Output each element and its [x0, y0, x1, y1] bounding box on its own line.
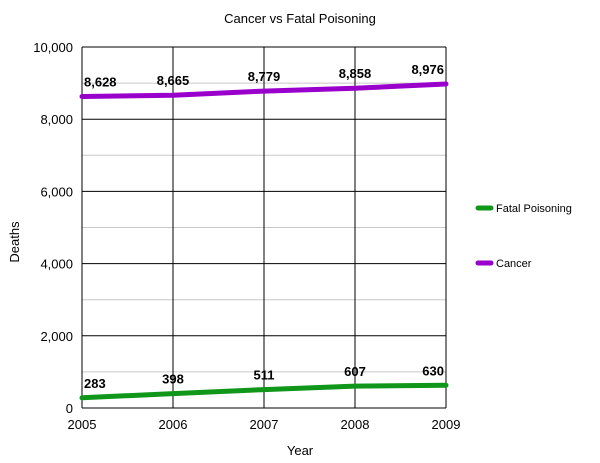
legend-entry: Fatal Poisoning [496, 203, 572, 215]
data-label: 8,628 [84, 75, 117, 90]
data-label: 8,858 [339, 66, 372, 81]
x-tick-label: 2007 [250, 417, 279, 432]
x-tick-label: 2009 [432, 417, 461, 432]
y-tick-label: 0 [66, 401, 73, 416]
data-label: 8,665 [157, 73, 190, 88]
grid [81, 46, 447, 409]
y-tick-label: 6,000 [40, 184, 73, 199]
data-labels: 283 398 511 607 630 8,628 8,665 8,779 8,858 8,976 [84, 62, 444, 391]
data-label: 511 [254, 368, 275, 383]
y-axis-label: Deaths [7, 221, 22, 263]
x-tick-label: 2006 [159, 417, 188, 432]
y-tick-label: 4,000 [40, 257, 73, 272]
series-line-cancer [79, 81, 449, 99]
series-line-fatal-poisoning [79, 382, 449, 401]
data-label: 607 [344, 364, 366, 379]
x-axis-label: Year [287, 443, 314, 458]
legend-entry: Cancer [496, 258, 532, 270]
y-tick-label: 2,000 [40, 329, 73, 344]
y-tick-label: 10,000 [33, 40, 73, 55]
axis-ticks: 0 2,000 4,000 6,000 8,000 10,000 2005 2006 2007 2… [33, 40, 460, 432]
data-label: 8,779 [248, 69, 281, 84]
legend: Fatal Poisoning Cancer [475, 203, 572, 270]
x-tick-label: 2005 [68, 417, 97, 432]
series-lines [79, 81, 449, 401]
x-tick-label: 2008 [341, 417, 370, 432]
data-label: 283 [84, 376, 106, 391]
data-label: 630 [422, 363, 444, 378]
y-tick-label: 8,000 [40, 112, 73, 127]
data-label: 8,976 [411, 62, 444, 77]
data-label: 398 [162, 372, 184, 387]
chart-title: Cancer vs Fatal Poisoning [224, 11, 376, 26]
